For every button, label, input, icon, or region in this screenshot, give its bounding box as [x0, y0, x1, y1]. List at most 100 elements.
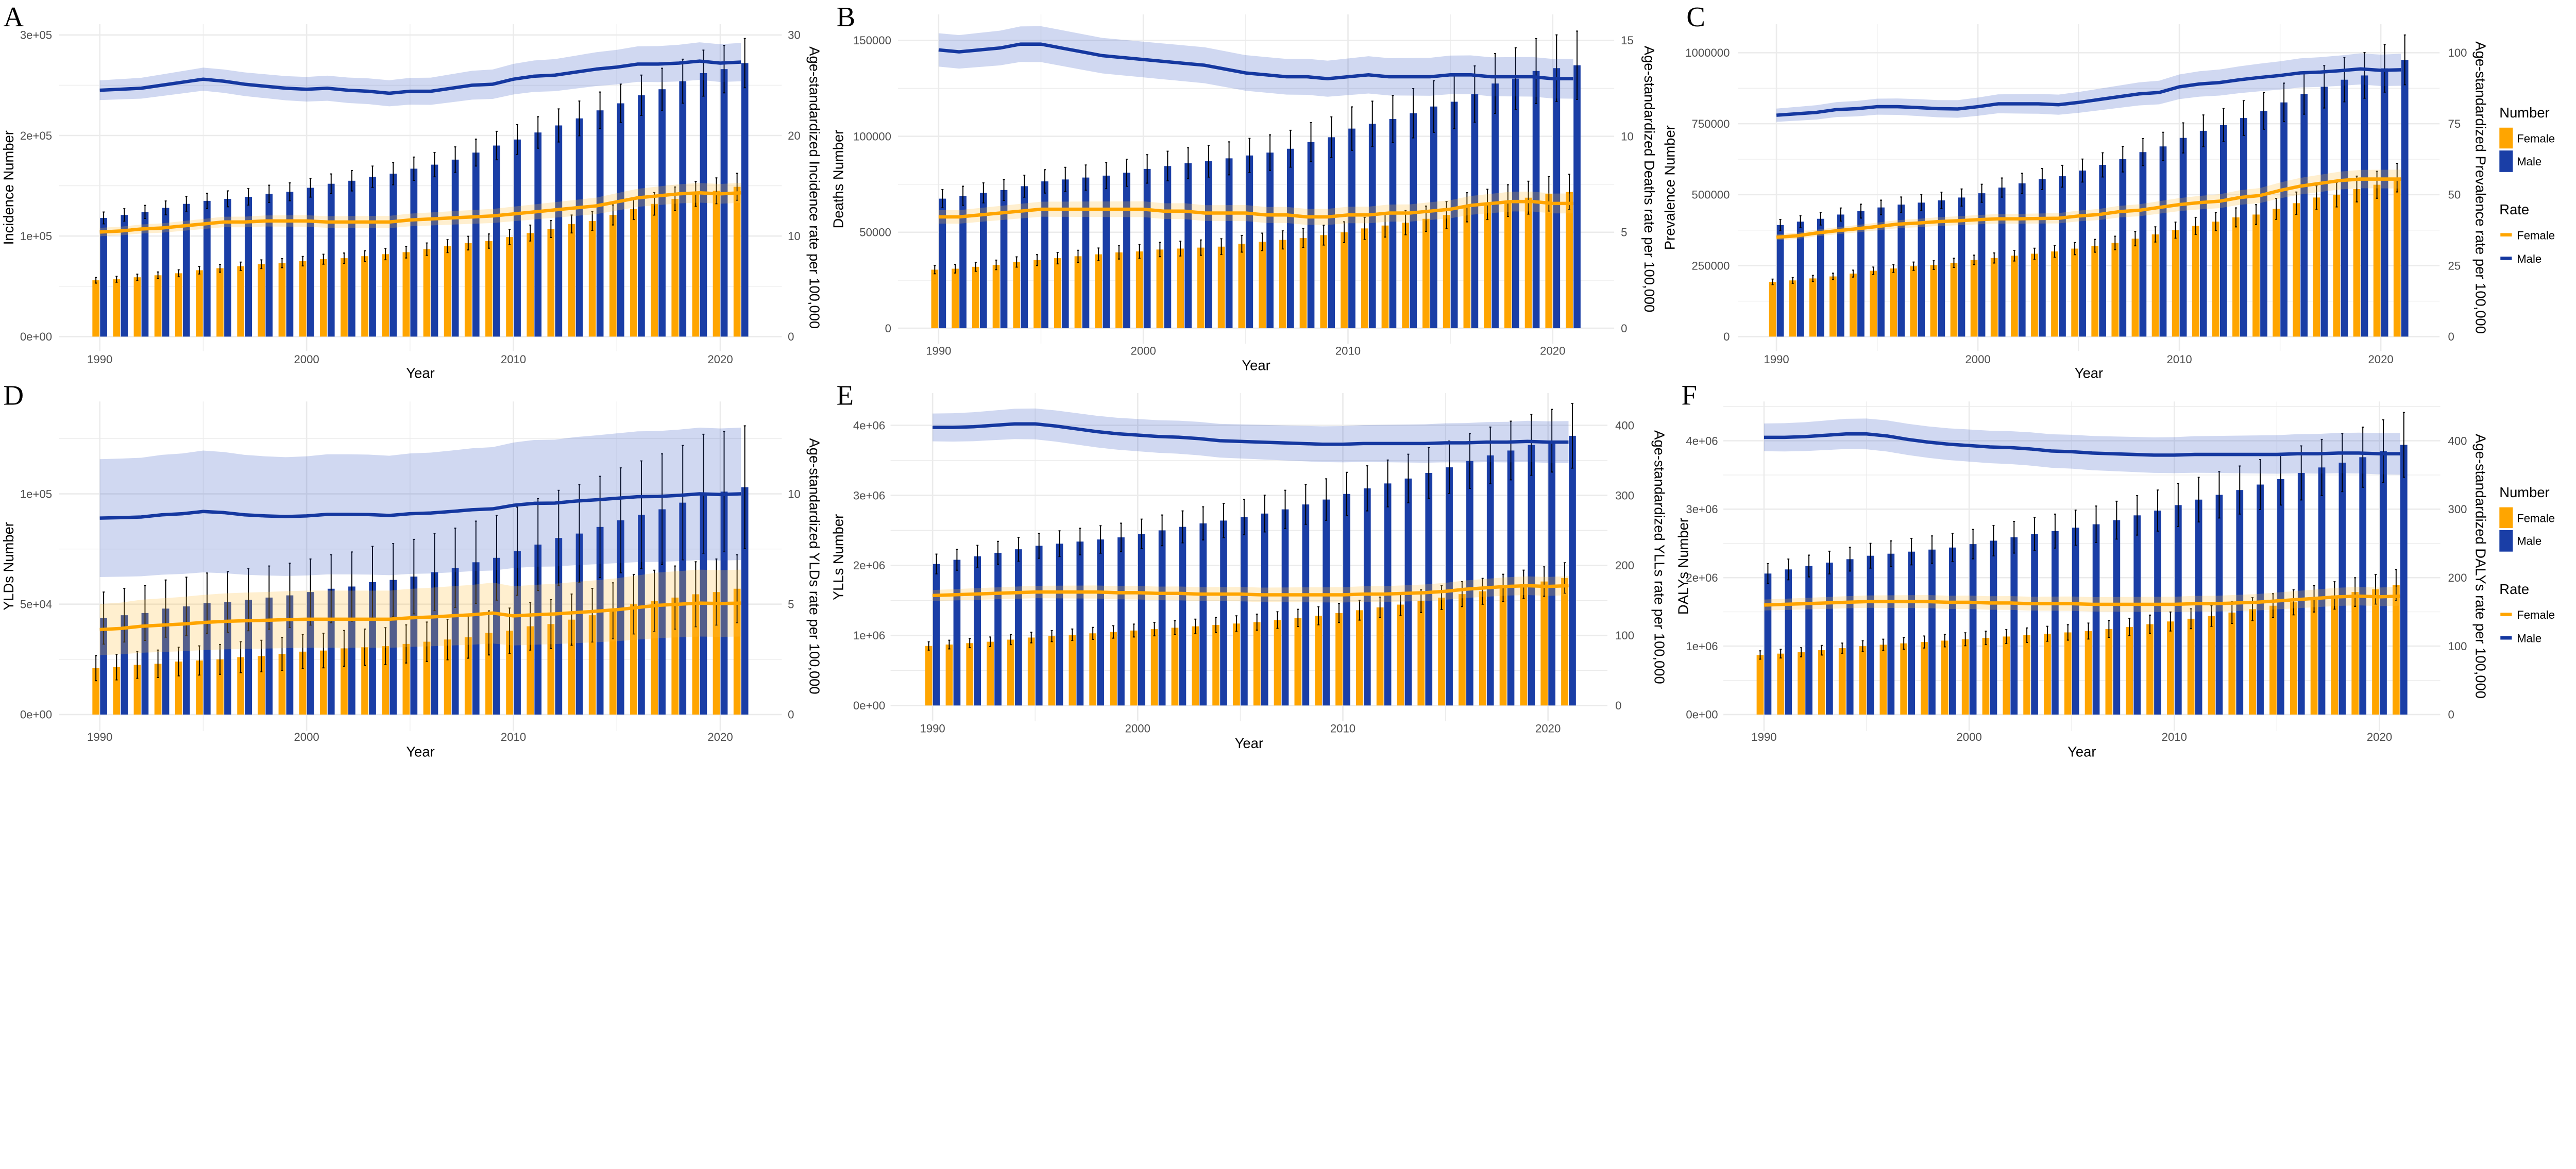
bar-male-1993	[1837, 214, 1844, 337]
y2-tick-label: 100	[2448, 640, 2467, 653]
error-bar-female-1991	[1780, 649, 1782, 659]
bar-female-1998	[1095, 254, 1103, 329]
error-bar-male-1996	[1058, 530, 1061, 557]
y-tick-label: 1e+06	[1686, 640, 1718, 653]
error-bar-male-1998	[268, 184, 270, 203]
bar-female-1990	[931, 269, 939, 329]
bar-female-2017	[2310, 599, 2318, 715]
error-bar-female-2009	[2154, 226, 2157, 243]
error-bar-male-2004	[2061, 164, 2063, 188]
bar-male-1998	[1938, 200, 1945, 337]
error-bar-female-2009	[1317, 606, 1320, 625]
bar-male-2005	[1241, 517, 1248, 706]
y-tick-label: 2e+06	[853, 559, 885, 572]
error-bar-male-2017	[1494, 53, 1497, 114]
bar-female-1994	[1007, 639, 1014, 706]
error-bar-male-1997	[1910, 538, 1913, 566]
bar-female-1995	[1033, 260, 1041, 329]
bar-female-2001	[319, 650, 327, 715]
bar-male-2008	[1302, 504, 1310, 706]
bar-male-2019	[1528, 445, 1535, 706]
bar-male-1999	[1948, 547, 1956, 715]
bar-male-1990	[933, 564, 940, 706]
bar-female-1992	[1809, 278, 1817, 337]
error-bar-female-2014	[2255, 204, 2257, 225]
error-bar-female-1997	[1071, 628, 1074, 641]
error-bar-male-2000	[1146, 154, 1148, 184]
bar-male-2006	[2092, 524, 2100, 715]
bar-male-1998	[1103, 175, 1110, 329]
error-bar-female-2007	[2114, 235, 2116, 250]
bar-male-2013	[575, 118, 583, 337]
bar-female-2013	[568, 619, 575, 715]
bar-female-2021	[733, 187, 741, 337]
error-bar-male-2019	[2362, 427, 2364, 488]
error-bar-male-2014	[1428, 447, 1430, 499]
legend-top: Number Female Male Rate Female Male	[2499, 105, 2555, 265]
error-bar-female-2011	[529, 224, 532, 242]
rate-line-female	[99, 601, 741, 632]
error-bar-male-2018	[2343, 57, 2346, 103]
bar-male-2008	[2139, 152, 2147, 337]
bars	[92, 487, 749, 715]
panel-letter: F	[1682, 380, 1697, 411]
bar-male-2017	[1492, 83, 1499, 329]
bar-male-1998	[1928, 549, 1936, 715]
error-bar-male-2004	[1223, 503, 1225, 538]
bar-male-2011	[2195, 499, 2202, 715]
bar-female-2011	[1361, 228, 1368, 329]
error-bar-male-1993	[164, 200, 167, 215]
bar-male-2001	[327, 183, 335, 337]
error-bar-male-2007	[454, 528, 456, 608]
x-tick-label: 2000	[294, 353, 319, 366]
bar-male-2005	[410, 168, 418, 337]
error-bar-female-1999	[281, 258, 283, 268]
bar-female-2020	[2372, 589, 2379, 715]
bar-male-2001	[1998, 188, 2006, 337]
bar-male-1999	[1958, 197, 1965, 337]
y2-tick-label: 0	[2448, 330, 2454, 343]
error-bar-female-2007	[1281, 230, 1284, 250]
error-bar-female-1999	[1112, 625, 1114, 639]
error-bar-female-1996	[1892, 264, 1895, 273]
bar-male-2005	[1246, 155, 1253, 329]
bar-female-2013	[1402, 223, 1410, 329]
bar-male-1991	[1785, 569, 1792, 715]
y2-tick-label: 400	[1615, 419, 1634, 432]
error-bar-male-2005	[1243, 499, 1245, 536]
error-bar-male-2008	[1310, 122, 1312, 162]
bar-female-2019	[692, 194, 700, 337]
error-bar-female-2011	[2194, 216, 2197, 235]
bar-female-2006	[2091, 246, 2099, 337]
bar-female-1998	[258, 264, 265, 337]
error-bar-male-1991	[123, 588, 126, 643]
error-bar-male-1997	[247, 188, 250, 206]
y2-tick-label: 30	[788, 29, 801, 42]
bar-female-2016	[2290, 602, 2297, 715]
y2-axis-title: Age-standardized Incidence rate per 100,…	[806, 46, 822, 329]
bar-male-2011	[2199, 130, 2207, 337]
error-bar-male-2016	[640, 460, 642, 569]
x-axis-title: Year	[2075, 365, 2103, 381]
rate-line-male	[99, 59, 741, 95]
error-bar-female-2012	[2210, 605, 2213, 627]
y2-tick-label: 20	[788, 129, 801, 142]
error-bar-male-2017	[661, 67, 664, 111]
error-bar-female-2012	[550, 599, 552, 649]
panel-letter: D	[4, 380, 24, 411]
bar-male-2000	[1138, 534, 1145, 706]
error-bar-female-1995	[1036, 254, 1038, 266]
bar-female-1997	[1074, 256, 1082, 329]
error-bar-male-2009	[495, 130, 498, 161]
bar-male-2014	[596, 110, 604, 337]
y2-tick-label: 10	[788, 487, 801, 500]
bar-female-1991	[952, 268, 959, 329]
bar-male-1991	[1797, 222, 1804, 337]
bar-female-2005	[2071, 248, 2078, 337]
bar-female-2018	[2331, 595, 2338, 715]
error-bar-male-2009	[495, 515, 498, 601]
error-bar-female-1990	[927, 641, 930, 651]
error-bar-female-2020	[715, 558, 718, 626]
error-bar-female-2021	[1564, 562, 1566, 594]
bar-female-1998	[1089, 633, 1097, 706]
